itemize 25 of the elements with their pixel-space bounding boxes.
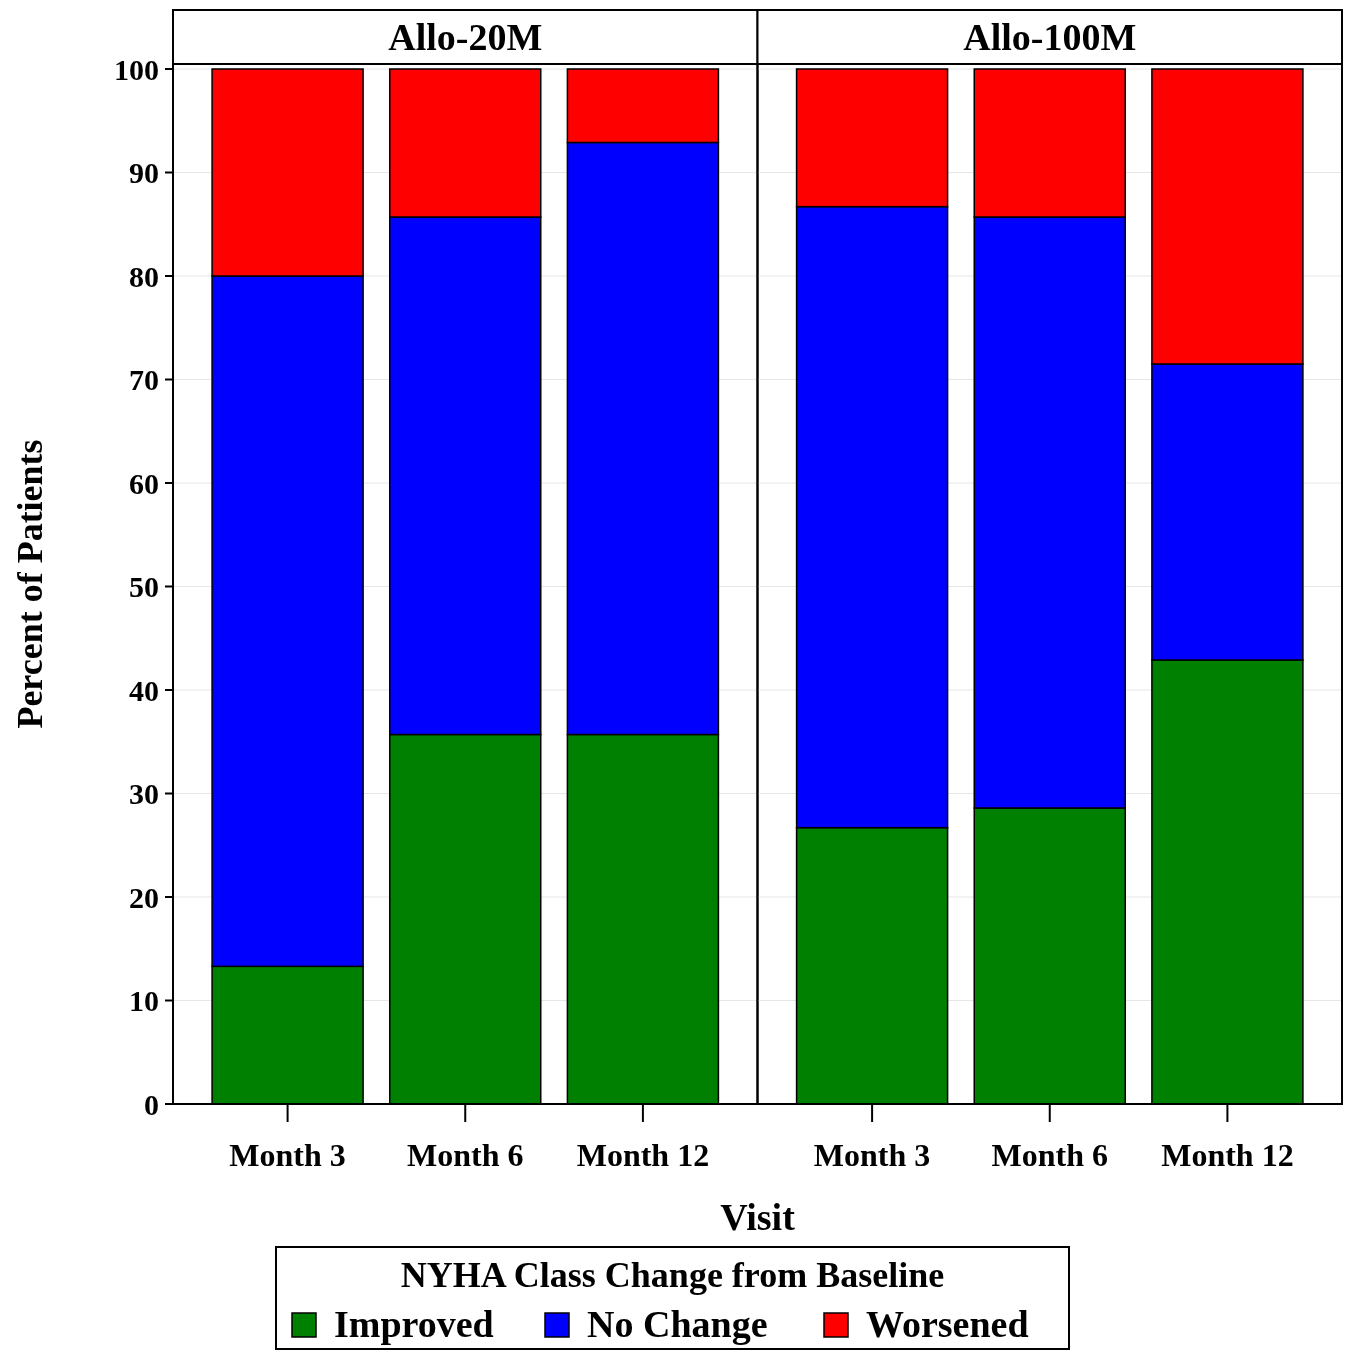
y-tick-label: 100: [114, 52, 159, 86]
x-tick-label: Month 6: [991, 1137, 1108, 1173]
chart-title: Allo-100M: [963, 16, 1137, 58]
y-tick-label: 50: [129, 570, 159, 603]
y-tick-label: 20: [129, 880, 159, 914]
legend-title: NYHA Class Change from Baseline: [400, 1255, 945, 1295]
x-tick-label: Month 12: [576, 1137, 710, 1173]
y-tick-label: 40: [129, 673, 159, 707]
y-tick-label: 60: [129, 466, 159, 500]
y-axis-title: Percent of Patients: [10, 439, 50, 729]
y-tick-label: 30: [129, 777, 159, 810]
x-tick-label: Month 3: [229, 1137, 346, 1173]
y-tick-label: 90: [129, 156, 159, 189]
chart-title: Allo-20M: [388, 16, 543, 58]
x-tick-label: Month 3: [813, 1137, 931, 1173]
y-tick-label: 0: [144, 1087, 159, 1121]
x-tick-label: Month 6: [407, 1137, 524, 1173]
y-tick-label: 70: [129, 363, 159, 396]
x-tick-label: Month 12: [1161, 1137, 1294, 1173]
y-tick-label: 10: [129, 984, 159, 1017]
legend-label: Worsened: [866, 1303, 1029, 1345]
legend-label: No Change: [587, 1303, 768, 1345]
legend-label: Improved: [334, 1303, 494, 1345]
y-tick-label: 80: [129, 259, 159, 293]
x-axis-title: Visit: [720, 1196, 796, 1238]
